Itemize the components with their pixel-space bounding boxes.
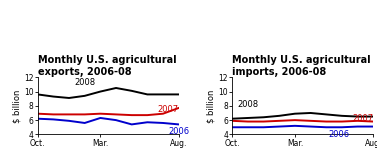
Text: 2008: 2008 <box>74 78 95 87</box>
Text: 2006: 2006 <box>328 130 349 139</box>
Text: 2008: 2008 <box>238 100 259 109</box>
Text: 2006: 2006 <box>168 127 189 136</box>
Text: 2007: 2007 <box>158 105 179 114</box>
Y-axis label: $ billion: $ billion <box>207 89 216 122</box>
Text: Monthly U.S. agricultural
imports, 2006-08: Monthly U.S. agricultural imports, 2006-… <box>232 55 371 76</box>
Y-axis label: $ billion: $ billion <box>12 89 21 122</box>
Text: Monthly U.S. agricultural
exports, 2006-08: Monthly U.S. agricultural exports, 2006-… <box>38 55 176 76</box>
Text: 2007: 2007 <box>352 114 373 123</box>
